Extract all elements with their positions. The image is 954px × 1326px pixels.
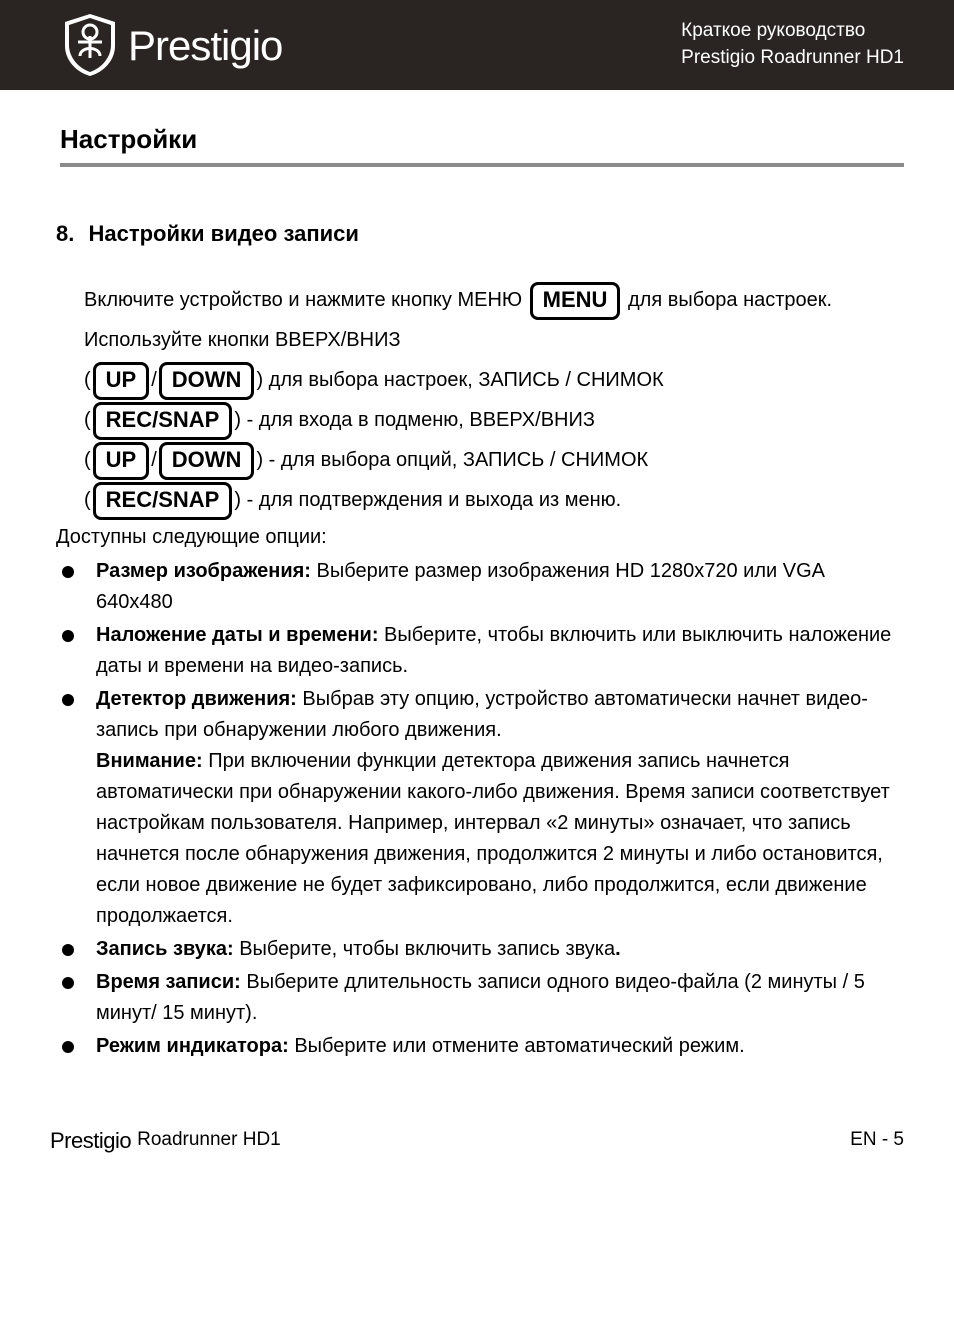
footer-model: Roadrunner HD1 bbox=[137, 1126, 281, 1155]
footer-brand: Prestigio bbox=[50, 1124, 131, 1157]
options-list: Размер изображения: Выберите размер изоб… bbox=[56, 556, 904, 1062]
shield-icon bbox=[60, 12, 120, 78]
intro-text: Включите устройство и нажмите кнопку МЕН… bbox=[84, 280, 904, 520]
text: / bbox=[151, 449, 157, 471]
sub-title: Настройки видео записи bbox=[88, 221, 358, 246]
header-subtitle: Краткое руководство Prestigio Roadrunner… bbox=[681, 18, 934, 71]
text: ) - для выбора опций, ЗАПИСЬ / СНИМОК bbox=[256, 449, 648, 471]
list-item: Детектор движения: Выбрав эту опцию, уст… bbox=[56, 684, 904, 932]
option-title: Режим индикатора: bbox=[96, 1035, 289, 1057]
text: ) - для входа в подменю, ВВЕРХ/ВНИЗ bbox=[234, 409, 595, 431]
list-item: Наложение даты и времени: Выберите, чтоб… bbox=[56, 620, 904, 682]
option-trail: . bbox=[615, 938, 621, 960]
text: ) - для подтверждения и выхода из меню. bbox=[234, 489, 621, 511]
text: Включите устройство и нажмите кнопку МЕН… bbox=[84, 289, 528, 311]
option-title: Наложение даты и времени: bbox=[96, 624, 378, 646]
list-item: Размер изображения: Выберите размер изоб… bbox=[56, 556, 904, 618]
up-button-icon: UP bbox=[93, 362, 150, 400]
text: ( bbox=[84, 489, 91, 511]
list-item: Запись звука: Выберите, чтобы включить з… bbox=[56, 934, 904, 965]
text: ( bbox=[84, 449, 91, 471]
option-title: Время записи: bbox=[96, 971, 241, 993]
section-title: Настройки bbox=[60, 120, 904, 167]
header-bar: Prestigio Краткое руководство Prestigio … bbox=[0, 0, 954, 90]
menu-button-icon: MENU bbox=[530, 282, 621, 320]
subsection: 8. Настройки видео записи Включите устро… bbox=[84, 217, 904, 1062]
brand-logo: Prestigio bbox=[60, 12, 282, 78]
sub-heading: 8. Настройки видео записи bbox=[84, 217, 904, 250]
text: ( bbox=[84, 369, 91, 391]
option-title: Детектор движения: bbox=[96, 688, 297, 710]
option-note-title: Внимание: bbox=[96, 750, 203, 772]
header-line2: Prestigio Roadrunner HD1 bbox=[681, 45, 904, 72]
down-button-icon: DOWN bbox=[159, 362, 255, 400]
option-title: Запись звука: bbox=[96, 938, 234, 960]
text: ) для выбора настроек, ЗАПИСЬ / СНИМОК bbox=[256, 369, 663, 391]
text: ( bbox=[84, 409, 91, 431]
footer: Prestigio Roadrunner HD1 EN - 5 bbox=[0, 1084, 954, 1177]
recsnap-button-icon: REC/SNAP bbox=[93, 482, 233, 520]
sub-number: 8. bbox=[56, 217, 74, 250]
text: / bbox=[151, 369, 157, 391]
header-line1: Краткое руководство bbox=[681, 18, 904, 45]
option-title: Размер изображения: bbox=[96, 560, 311, 582]
list-item: Режим индикатора: Выберите или отмените … bbox=[56, 1031, 904, 1062]
recsnap-button-icon: REC/SNAP bbox=[93, 402, 233, 440]
down-button-icon: DOWN bbox=[159, 442, 255, 480]
up-button-icon: UP bbox=[93, 442, 150, 480]
page-content: Настройки 8. Настройки видео записи Вклю… bbox=[0, 90, 954, 1084]
option-text: Выберите, чтобы включить запись звука bbox=[234, 938, 615, 960]
options-intro: Доступны следующие опции: bbox=[56, 522, 904, 552]
option-note-text: При включении функции детектора движения… bbox=[96, 750, 890, 927]
list-item: Время записи: Выберите длительность запи… bbox=[56, 967, 904, 1029]
option-text: Выберите или отмените автоматический реж… bbox=[289, 1035, 745, 1057]
brand-name: Prestigio bbox=[128, 14, 282, 77]
page-number: EN - 5 bbox=[850, 1126, 904, 1155]
